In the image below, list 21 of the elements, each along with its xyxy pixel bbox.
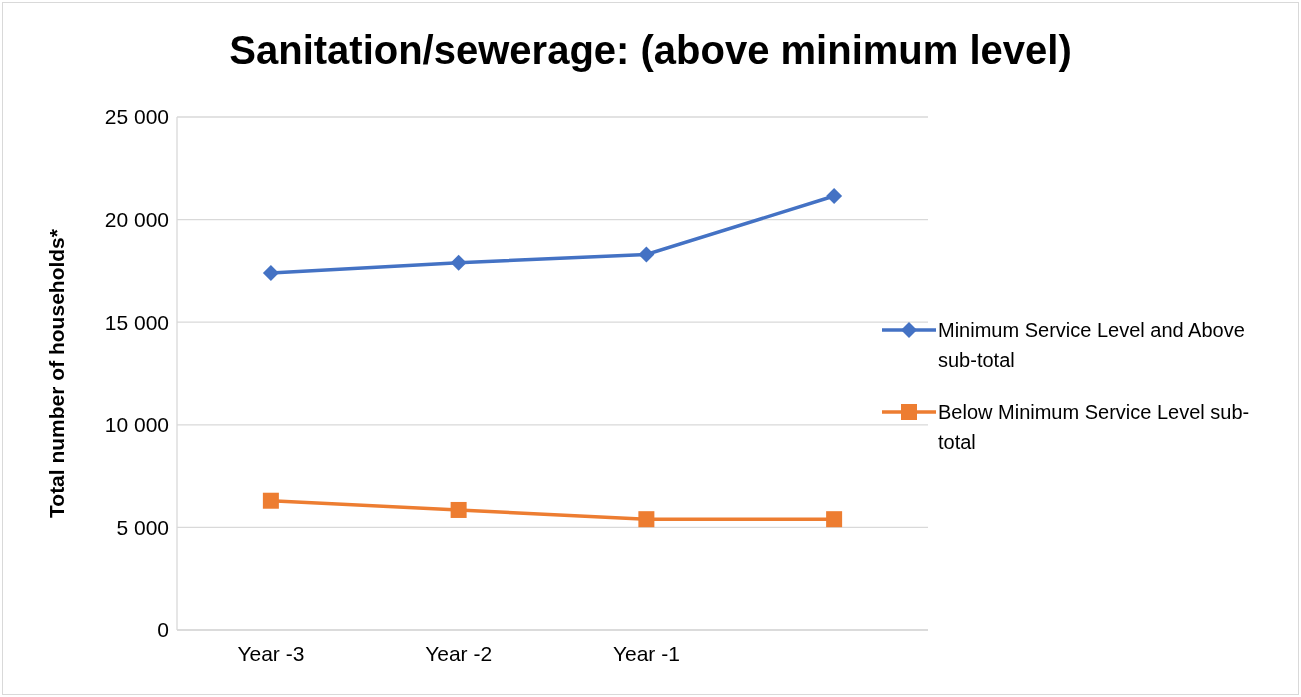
y-axis-title: Total number of households* (45, 228, 69, 518)
point (638, 246, 655, 263)
y-tick-label: 0 (157, 618, 169, 642)
x-tick-label: Year -2 (425, 641, 493, 665)
legend-label: Minimum Service Level and Above sub-total (938, 318, 1246, 373)
chart-title: Sanitation/sewerage: (above minimum level) (228, 28, 1073, 73)
x-tick-label: Year -1 (612, 641, 680, 665)
point (638, 511, 655, 528)
point (450, 254, 467, 271)
y-tick-label: 20 000 (104, 208, 169, 232)
y-tick-label: 10 000 (104, 413, 169, 437)
point (826, 188, 843, 204)
point (262, 264, 279, 281)
y-tick-label: 25 000 (104, 105, 169, 129)
point (826, 511, 843, 528)
y-tick-label: 15 000 (104, 310, 169, 334)
point (262, 492, 279, 509)
point (450, 501, 467, 518)
x-tick-label: Year -3 (237, 641, 305, 665)
legend-label: Below Minimum Service Level sub-total (938, 400, 1251, 455)
y-tick-label: 5 000 (116, 515, 169, 539)
